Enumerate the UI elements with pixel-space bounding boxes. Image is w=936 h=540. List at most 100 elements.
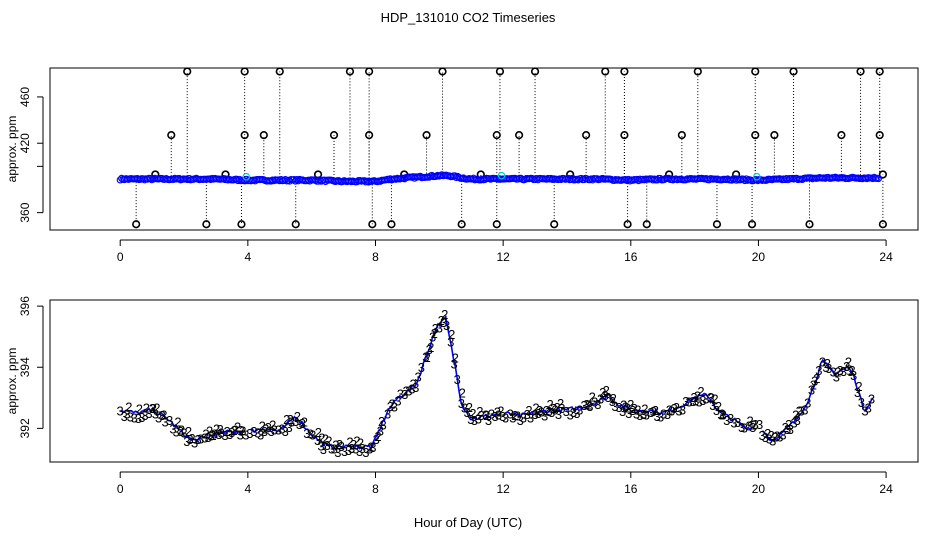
marker-3: 3 <box>397 387 404 402</box>
marker-3: 3 <box>296 417 303 432</box>
outlier-point-mid <box>515 131 524 140</box>
marker-3: 3 <box>801 402 808 417</box>
y-axis-label: approx. ppm <box>5 348 19 415</box>
marker-3: 3 <box>847 364 854 379</box>
marker-2: 2 <box>599 385 606 400</box>
plot-frame <box>49 299 919 463</box>
marker-3: 3 <box>387 399 394 414</box>
marker-2: 2 <box>694 388 701 403</box>
marker-3: 3 <box>679 402 686 417</box>
outlier-point-low <box>368 220 377 229</box>
marker-2: 2 <box>374 429 381 444</box>
marker-3: 3 <box>426 342 433 357</box>
baseline-point <box>874 175 882 183</box>
marker-3: 3 <box>640 407 647 422</box>
marker-3: 3 <box>538 404 545 419</box>
marker-2: 2 <box>452 351 459 366</box>
marker-3: 3 <box>384 407 391 422</box>
marker-3: 3 <box>858 395 865 410</box>
marker-2: 2 <box>424 350 431 365</box>
marker-3: 3 <box>573 406 580 421</box>
marker-3: 3 <box>475 411 482 426</box>
y-tick-label: 392 <box>18 418 32 438</box>
marker-3: 3 <box>211 427 218 442</box>
marker-2: 2 <box>627 397 634 412</box>
marker-3: 3 <box>232 422 239 437</box>
marker-3: 3 <box>622 400 629 415</box>
marker-2: 2 <box>546 397 553 412</box>
marker-2: 2 <box>213 421 220 436</box>
marker-3: 3 <box>682 394 689 409</box>
x-tick-label: 20 <box>752 250 766 264</box>
marker-3: 3 <box>723 413 730 428</box>
marker-3: 3 <box>275 422 282 437</box>
marker-3: 3 <box>865 400 872 415</box>
marker-3: 3 <box>288 414 295 429</box>
marker-2: 2 <box>848 363 855 378</box>
marker-3: 3 <box>352 441 359 456</box>
marker-3: 3 <box>759 428 766 443</box>
marker-3: 3 <box>458 396 465 411</box>
marker-2: 2 <box>287 412 294 427</box>
marker-2: 2 <box>185 424 192 439</box>
marker-3: 3 <box>692 394 699 409</box>
marker-3: 3 <box>517 413 524 428</box>
marker-2: 2 <box>178 423 185 438</box>
outlier-point-high <box>275 67 284 76</box>
marker-3: 3 <box>509 410 516 425</box>
marker-3: 3 <box>180 426 187 441</box>
marker-2: 2 <box>469 406 476 421</box>
marker-3: 3 <box>734 415 741 430</box>
marker-3: 3 <box>597 392 604 407</box>
marker-2: 2 <box>536 403 543 418</box>
marker-2: 2 <box>357 435 364 450</box>
marker-3: 3 <box>738 420 745 435</box>
marker-3: 3 <box>555 407 562 422</box>
outlier-point-low <box>623 220 632 229</box>
outlier-point-mid <box>770 131 779 140</box>
marker-2: 2 <box>125 400 132 415</box>
marker-3: 3 <box>464 405 471 420</box>
marker-3: 3 <box>837 363 844 378</box>
marker-3: 3 <box>454 372 461 387</box>
marker-3: 3 <box>825 361 832 376</box>
marker-3: 3 <box>830 365 837 380</box>
marker-3: 3 <box>689 394 696 409</box>
x-tick-label: 12 <box>496 250 510 264</box>
marker-3: 3 <box>362 445 369 460</box>
marker-3: 3 <box>604 390 611 405</box>
marker-3: 3 <box>135 411 142 426</box>
marker-3: 3 <box>769 434 776 449</box>
x-tick-label: 20 <box>752 482 766 496</box>
marker-3: 3 <box>237 428 244 443</box>
marker-3: 3 <box>250 424 257 439</box>
marker-2: 2 <box>747 413 754 428</box>
marker-3: 3 <box>183 434 190 449</box>
marker-3: 3 <box>545 404 552 419</box>
marker-3: 3 <box>415 369 422 384</box>
marker-3: 3 <box>447 335 454 350</box>
marker-3: 3 <box>636 408 643 423</box>
marker-2: 2 <box>673 400 680 415</box>
marker-3: 3 <box>242 428 249 443</box>
marker-3: 3 <box>320 442 327 457</box>
marker-3: 3 <box>840 364 847 379</box>
marker-2: 2 <box>708 390 715 405</box>
marker-3: 3 <box>643 408 650 423</box>
marker-3: 3 <box>804 395 811 410</box>
marker-2: 2 <box>532 401 539 416</box>
marker-2: 2 <box>367 440 374 455</box>
marker-2: 2 <box>764 426 771 441</box>
marker-3: 3 <box>717 407 724 422</box>
marker-3: 3 <box>570 405 577 420</box>
marker-3: 3 <box>218 425 225 440</box>
x-tick-label: 12 <box>496 482 510 496</box>
outlier-point-high <box>620 67 629 76</box>
marker-2: 2 <box>336 437 343 452</box>
marker-2: 2 <box>378 414 385 429</box>
marker-3: 3 <box>152 406 159 421</box>
highlight-point <box>242 172 251 181</box>
marker-3: 3 <box>507 407 514 422</box>
outlier-point-low <box>805 220 814 229</box>
marker-3: 3 <box>121 409 128 424</box>
